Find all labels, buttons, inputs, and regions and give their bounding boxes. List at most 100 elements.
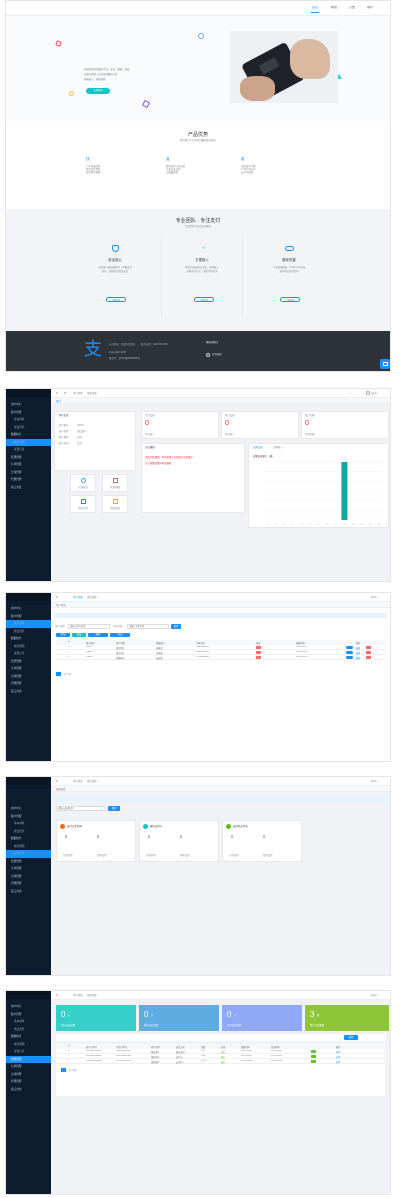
edit-link[interactable]: 编辑 <box>356 658 361 660</box>
reissue-link[interactable]: 补单 <box>336 1062 341 1064</box>
sidebar-item-agents[interactable]: 代理管理 <box>11 1080 22 1083</box>
edit-button[interactable]: 修改 <box>72 633 86 637</box>
sidebar-item-docs[interactable]: 接口文档 <box>11 889 22 893</box>
notice-item-1[interactable]: 系统升级通知：本系统将于近期进行升级维护 <box>145 456 193 459</box>
sidebar-item-docs[interactable]: 接口文档 <box>11 1087 22 1091</box>
edit-link[interactable]: 编辑 <box>356 653 361 655</box>
sidebar-item-stats[interactable]: 数据统计 <box>11 1035 22 1038</box>
header-tab-1[interactable]: 用户管理 <box>73 596 83 599</box>
reissue-link[interactable]: 补单 <box>336 1052 341 1054</box>
nav-news[interactable]: 新闻 <box>331 6 338 9</box>
quick-link-orders[interactable]: 我的订单 <box>70 495 96 513</box>
sidebar-item-password[interactable]: 修改密码 <box>14 829 25 833</box>
quick-link-receipts[interactable]: 收款明细 <box>102 474 128 492</box>
sidebar-item-profile[interactable]: 基本资料 <box>14 1020 25 1023</box>
nav-home[interactable]: 首页 <box>312 6 319 9</box>
avatar[interactable] <box>366 391 370 395</box>
sidebar-item-settlement[interactable]: 结算管理 <box>11 859 22 863</box>
search-button[interactable]: 搜索 <box>171 624 181 629</box>
feature-2-button[interactable]: 了解更多 <box>194 297 214 302</box>
sidebar-item-stats[interactable]: 数据统计 <box>11 637 22 640</box>
header-tab-1[interactable]: 用户管理 <box>73 780 83 783</box>
sidebar-item-account[interactable]: 账户管理 <box>11 814 22 818</box>
page-1-button[interactable] <box>56 672 61 676</box>
sidebar-item-stats[interactable]: 数据统计 <box>11 837 22 840</box>
channel-unionpay-btn-2[interactable]: 费率设置 <box>263 854 273 857</box>
feature-1-button[interactable]: 了解更多 <box>106 297 126 302</box>
status-toggle[interactable] <box>346 651 353 654</box>
status-toggle[interactable] <box>346 646 353 649</box>
sidebar-item-password[interactable]: 修改密码 <box>14 629 25 633</box>
header-user-name[interactable]: admin <box>371 596 378 599</box>
chat-float-button[interactable] <box>380 359 390 369</box>
sidebar-item-account[interactable]: 账户管理 <box>11 1012 22 1016</box>
sidebar-item-profit[interactable]: 分润管理 <box>11 674 22 678</box>
sidebar-item-settlement[interactable]: 结算管理 <box>11 659 22 663</box>
sidebar-item-account[interactable]: 账户管理 <box>11 614 22 618</box>
sidebar-item-receipts[interactable]: 收款明细 <box>14 844 25 848</box>
sidebar-item-orders[interactable]: 订单管理 <box>11 1065 22 1068</box>
sidebar-item-withdrawals[interactable]: 提现记录 <box>14 652 25 655</box>
sidebar-item-orders[interactable]: 订单管理 <box>11 667 22 670</box>
channel-wechat-btn-1[interactable]: 开通管理 <box>146 854 156 857</box>
sidebar-item-profile[interactable]: 基本资料 <box>14 418 25 421</box>
add-button[interactable]: 新增 <box>56 633 70 637</box>
sidebar-item-agents[interactable]: 代理管理 <box>11 882 22 885</box>
export-button[interactable]: 导出 <box>110 633 130 637</box>
header-user-name[interactable]: admin <box>371 392 378 395</box>
sidebar-item-account[interactable]: 账户管理 <box>11 410 22 414</box>
sidebar-item-agents[interactable]: 代理管理 <box>11 682 22 685</box>
search-input-name[interactable] <box>68 624 110 629</box>
sidebar-item-orders[interactable]: 订单管理 <box>11 867 22 870</box>
page-1-button[interactable] <box>61 1068 66 1072</box>
chart-tab-income[interactable]: 近期收入 <box>273 446 283 449</box>
sidebar-item-user-center[interactable]: 用户中心 <box>11 607 22 610</box>
search-input-phone[interactable] <box>127 624 169 629</box>
reissue-link[interactable]: 补单 <box>336 1057 341 1059</box>
header-tab-2[interactable]: 角色管理 <box>87 994 97 997</box>
page-tab-home[interactable]: 首页 <box>56 399 61 403</box>
nav-notice[interactable]: 公告 <box>349 6 356 9</box>
menu-toggle-icon[interactable]: ≡ <box>56 779 58 783</box>
hero-cta-button[interactable]: 立即体验 <box>86 88 110 94</box>
sidebar-item-receipts[interactable]: 收款明细 <box>14 644 25 648</box>
refresh-icon[interactable]: ↻ <box>64 391 67 395</box>
delete-button[interactable]: 删除 <box>88 633 108 637</box>
notice-item-2[interactable]: 关于调整结算时间的通知 <box>145 462 172 465</box>
header-user-name[interactable]: admin <box>371 780 378 783</box>
menu-toggle-icon[interactable]: ≡ <box>56 391 58 395</box>
sidebar-item-withdrawals[interactable]: 提现记录 <box>6 850 51 858</box>
header-tab-2[interactable]: 角色管理 <box>87 392 97 395</box>
sidebar-item-settlement[interactable]: 结算管理 <box>11 455 22 459</box>
sidebar-item-stats[interactable]: 数据统计 <box>11 433 22 436</box>
sidebar-item-orders[interactable]: 订单管理 <box>11 463 22 466</box>
delete-action[interactable] <box>366 646 371 649</box>
sidebar-item-profit[interactable]: 分润管理 <box>11 1072 22 1076</box>
channel-search-input[interactable] <box>56 806 106 811</box>
sidebar-item-password[interactable]: 修改密码 <box>14 425 25 429</box>
sidebar-item-receipts[interactable]: 收款明细 <box>6 438 51 446</box>
nav-user[interactable]: 用户 <box>367 6 374 9</box>
sidebar-item-profit[interactable]: 分润管理 <box>11 470 22 474</box>
channel-search-button[interactable]: 搜索 <box>108 806 120 811</box>
sidebar-item-user-center[interactable]: 用户中心 <box>11 807 22 810</box>
header-user-name[interactable]: admin <box>371 994 378 997</box>
sidebar-item-profile[interactable]: 基本资料 <box>14 822 25 825</box>
sidebar-item-profile[interactable]: 基本资料 <box>6 620 51 628</box>
menu-toggle-icon[interactable]: ≡ <box>56 595 58 599</box>
feature-3-button[interactable]: 了解更多 <box>280 297 300 302</box>
sidebar-item-agents[interactable]: 代理管理 <box>11 478 22 481</box>
header-tab-1[interactable]: 用户管理 <box>73 994 83 997</box>
sidebar-item-user-center[interactable]: 用户中心 <box>11 1005 22 1008</box>
channel-unionpay-btn-1[interactable]: 开通管理 <box>229 854 239 857</box>
sidebar-item-docs[interactable]: 接口文档 <box>11 485 22 489</box>
chart-tab-trades[interactable]: 近期交易 <box>253 446 263 449</box>
sidebar-item-settlement[interactable]: 结算管理 <box>6 1055 51 1063</box>
sidebar-item-receipts[interactable]: 收款明细 <box>14 1042 25 1046</box>
quick-link-withdraw[interactable]: 我的提现 <box>102 495 128 513</box>
sidebar-item-password[interactable]: 修改密码 <box>14 1027 25 1031</box>
edit-link[interactable]: 编辑 <box>356 648 361 650</box>
header-tab-2[interactable]: 角色管理 <box>87 780 97 783</box>
fullscreen-icon[interactable]: ⛶ <box>349 391 352 395</box>
sidebar-item-user-center[interactable]: 用户中心 <box>11 403 22 406</box>
